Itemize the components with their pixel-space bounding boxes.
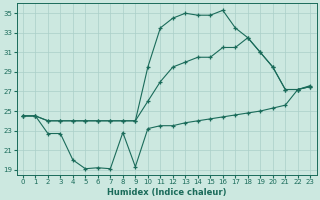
X-axis label: Humidex (Indice chaleur): Humidex (Indice chaleur) bbox=[107, 188, 226, 197]
